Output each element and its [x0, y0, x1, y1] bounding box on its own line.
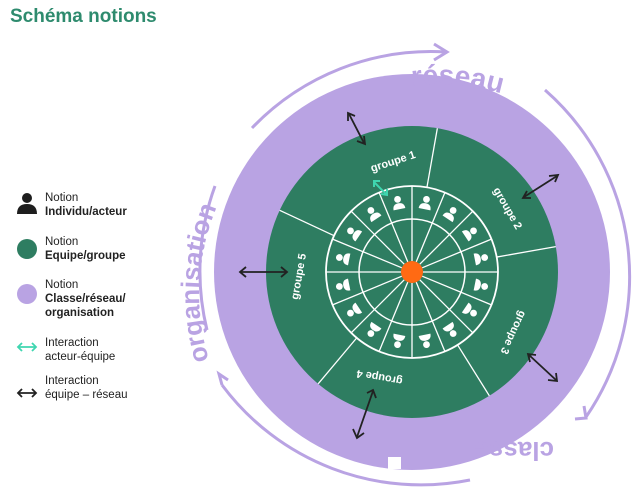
arc-arrowhead-right: [574, 405, 588, 421]
actor-spoke: [350, 279, 405, 334]
actor-spoke: [419, 210, 474, 265]
person-icon: [393, 195, 406, 211]
person-icon: [418, 333, 431, 349]
group-divider: [457, 344, 490, 397]
outer-arc-left-top: [198, 185, 217, 331]
legend-line1: Interaction: [45, 375, 99, 387]
person-icon: [418, 195, 431, 211]
person-icon: [17, 193, 37, 214]
legend-line2: Equipe/groupe: [45, 250, 126, 262]
legend-line3: organisation: [45, 307, 115, 319]
person-icon: [367, 321, 382, 337]
person-icon: [335, 253, 351, 266]
person-icon: [473, 253, 489, 266]
legend-line2: équipe – réseau: [45, 389, 128, 401]
actor-spoke: [415, 281, 446, 352]
actor-spoke: [419, 279, 474, 334]
purple-circle-icon: [17, 284, 37, 304]
person-icon: [335, 278, 351, 291]
actor-spoke: [332, 275, 403, 306]
ring-notch: [388, 457, 401, 469]
legend-line1: Notion: [45, 236, 79, 248]
legend-line1: Notion: [45, 279, 79, 291]
legend-line2: Classe/réseau/: [45, 293, 126, 305]
actor-spoke: [421, 238, 492, 269]
person-icon: [473, 278, 489, 291]
group-divider: [279, 209, 335, 237]
person-icon: [367, 207, 382, 223]
group-dividers: [279, 128, 556, 397]
group-divider: [496, 246, 556, 258]
teal-double-arrow-icon: [16, 342, 38, 352]
actor-spoke: [378, 192, 409, 263]
legend-line1: Notion: [45, 192, 79, 204]
actor-figures: [335, 195, 489, 349]
person-icon: [393, 333, 406, 349]
ring-label-classe: classe: [474, 436, 554, 466]
person-icon: [347, 227, 363, 242]
actor-spokes: [326, 186, 498, 358]
legend-line2: Individu/acteur: [45, 206, 127, 218]
actor-spoke: [332, 238, 403, 269]
arc-arrowhead-top: [433, 42, 450, 62]
outer-arc-bottom: [220, 384, 471, 487]
group-divider: [317, 337, 358, 385]
center-dot: [401, 261, 423, 283]
legend-line1: Interaction: [45, 337, 99, 349]
green-circle-icon: [17, 239, 37, 259]
person-icon: [442, 207, 457, 223]
legend-line2: acteur-équipe: [45, 351, 116, 363]
dark-interaction-arrows: [238, 111, 560, 440]
black-double-arrow-icon: [16, 388, 38, 398]
outer-arc-right: [544, 88, 632, 418]
actor-spoke: [415, 192, 446, 263]
actor-spoke: [378, 281, 409, 352]
person-icon: [347, 302, 363, 317]
arc-arrowhead-left: [216, 370, 229, 386]
legend: Notion Individu/acteur Notion Equipe/gro…: [16, 0, 186, 497]
teal-interaction-arrow: [373, 180, 388, 197]
group-divider: [426, 128, 438, 188]
outer-arc-top: [250, 50, 447, 130]
actor-spoke: [421, 275, 492, 306]
actor-spoke: [350, 210, 405, 265]
page-title: Schéma notions: [10, 6, 157, 27]
person-icon: [461, 302, 477, 317]
person-icon: [461, 227, 477, 242]
person-icon: [442, 321, 457, 337]
